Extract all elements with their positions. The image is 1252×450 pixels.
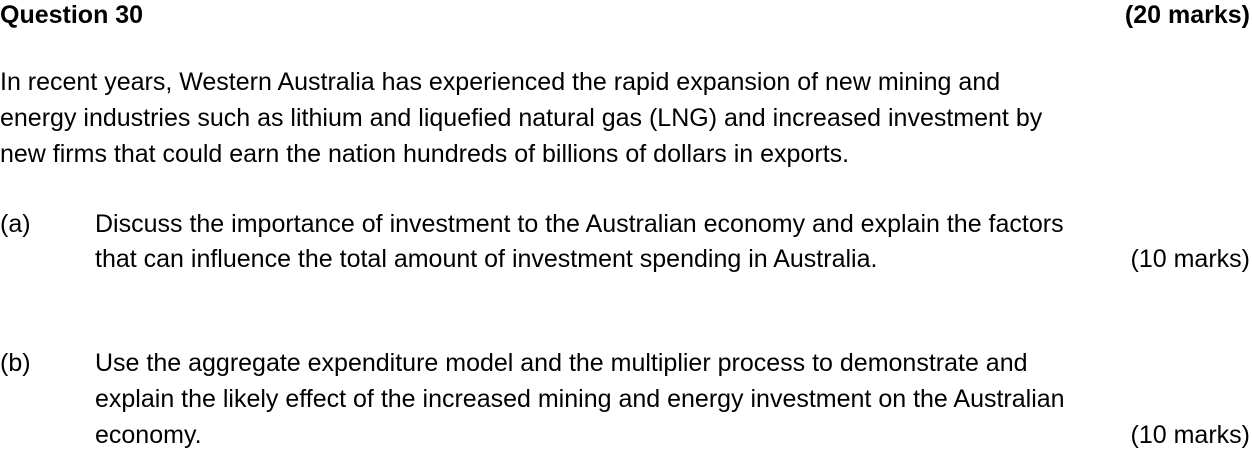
intro-line: In recent years, Western Australia has e… [0,68,1001,96]
part-a-marks: (10 marks) [1130,245,1250,273]
part-a-line: Discuss the importance of investment to … [95,210,1064,238]
part-b-line: explain the likely effect of the increas… [95,385,1065,413]
part-b-line: Use the aggregate expenditure model and … [95,349,1028,377]
intro-line: new firms that could earn the nation hun… [0,140,850,168]
part-b-marks: (10 marks) [1130,421,1250,449]
intro-line: energy industries such as lithium and li… [0,104,1043,132]
part-a-line: that can influence the total amount of i… [95,245,878,273]
part-a-label: (a) [0,210,31,238]
part-b-label: (b) [0,349,31,377]
question-total-marks: (20 marks) [1124,1,1250,29]
part-b-line: economy. [95,421,202,449]
question-title: Question 30 [0,1,144,29]
